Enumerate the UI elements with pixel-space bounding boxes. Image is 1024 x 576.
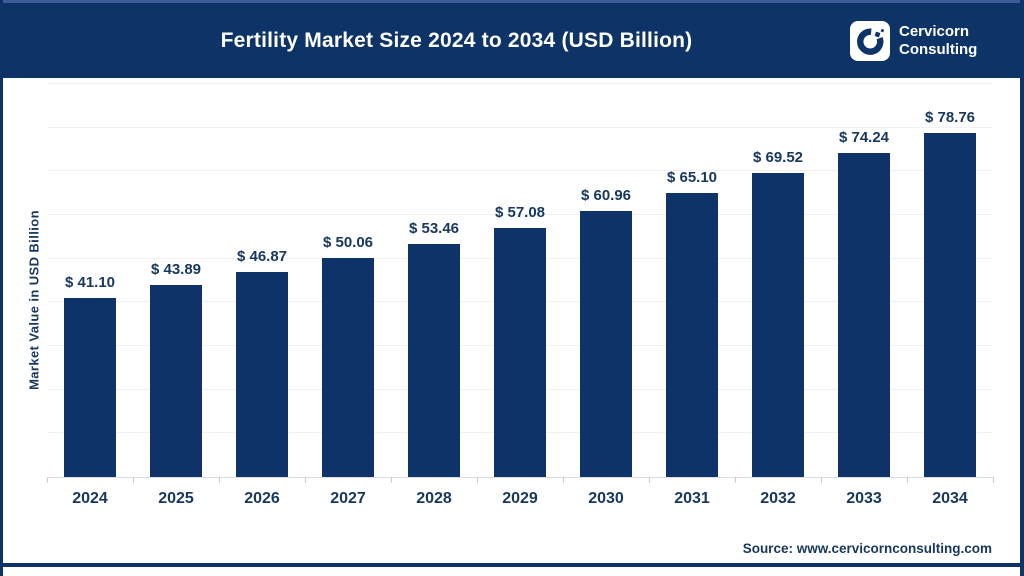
bar-value-label: $ 46.87	[236, 248, 288, 266]
plot-area: $ 41.10 $ 43.89 $ 46.87 $ 50.06 $ 53.46 $ 57.…	[47, 83, 994, 483]
x-axis-label-2034: 2034	[932, 490, 968, 507]
x-axis-tick	[219, 477, 220, 483]
source-note: Source: www.cervicornconsulting.com	[742, 541, 992, 556]
bar-2024	[64, 297, 116, 477]
y-axis-title: Market Value in USD Billion	[26, 210, 42, 390]
bar-2025	[150, 285, 202, 477]
x-axis-label-2033: 2033	[846, 490, 882, 507]
bar-2027	[322, 258, 374, 477]
brand: Cervicorn Consulting	[850, 20, 1020, 61]
bar-2034	[924, 133, 976, 477]
x-axis-labels: 2024 2025 2026 2027 2028 2029 2030 2031 2032 2033…	[47, 490, 993, 512]
x-axis-label-2025: 2025	[158, 490, 194, 507]
bar-value-label: $ 50.06	[322, 234, 374, 252]
x-axis-tick	[563, 477, 564, 483]
bar-2032	[752, 173, 804, 477]
gridline	[47, 83, 993, 84]
x-axis-label-2031: 2031	[674, 490, 710, 507]
x-axis-tick	[391, 477, 392, 483]
x-axis-tick	[477, 477, 478, 483]
bar-2033	[838, 152, 890, 477]
header: Fertility Market Size 2024 to 2034 (USD …	[3, 0, 1020, 78]
bar-2029	[494, 227, 546, 477]
x-axis-label-2028: 2028	[416, 490, 452, 507]
bar-value-label: $ 43.89	[150, 261, 202, 279]
bar-value-label: $ 74.24	[838, 128, 890, 146]
x-axis-tick	[821, 477, 822, 483]
x-axis-tick	[305, 477, 306, 483]
bar-value-label: $ 57.08	[494, 203, 546, 221]
bar-value-label: $ 69.52	[752, 149, 804, 167]
bottom-border	[3, 563, 1020, 567]
cervicorn-logo-icon	[850, 20, 890, 61]
x-axis-tick	[649, 477, 650, 483]
x-axis-tick	[907, 477, 908, 483]
brand-name-line2: Consulting	[899, 40, 978, 58]
x-axis-label-2030: 2030	[588, 490, 624, 507]
bar-2028	[408, 243, 460, 477]
bar-value-label: $ 53.46	[408, 219, 460, 237]
x-axis-label-2026: 2026	[244, 490, 280, 507]
x-axis-label-2032: 2032	[760, 490, 796, 507]
brand-name-line1: Cervicorn	[899, 23, 970, 41]
x-axis-tick	[993, 477, 994, 483]
x-axis-label-2024: 2024	[72, 490, 108, 507]
bar-value-label: $ 78.76	[924, 109, 976, 127]
bar-value-label: $ 65.10	[666, 168, 718, 186]
x-axis-label-2029: 2029	[502, 490, 538, 507]
bar-2031	[666, 192, 718, 477]
brand-name: Cervicorn Consulting	[899, 23, 977, 58]
x-axis-tick	[47, 477, 48, 483]
gridline	[47, 214, 993, 215]
x-axis-tick	[735, 477, 736, 483]
chart-title: Fertility Market Size 2024 to 2034 (USD …	[220, 28, 693, 52]
gridline	[47, 126, 993, 128]
bar-2026	[236, 272, 288, 477]
bar-value-label: $ 41.10	[64, 273, 116, 291]
gridline	[47, 170, 993, 172]
bar-2030	[580, 210, 632, 477]
x-axis-label-2027: 2027	[330, 490, 366, 507]
bar-value-label: $ 60.96	[580, 186, 632, 204]
x-axis-tick	[133, 477, 134, 483]
